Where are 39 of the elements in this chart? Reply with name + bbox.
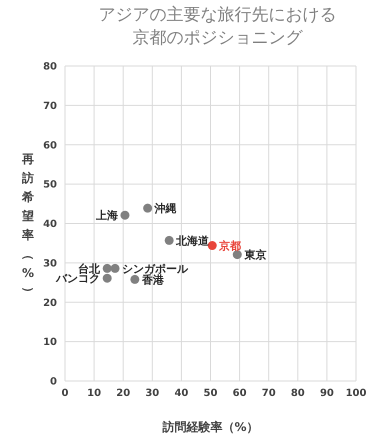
point: [110, 264, 120, 273]
x-tick-label: 50: [204, 388, 218, 400]
y-axis-title: 再訪希望率（%）: [20, 151, 36, 300]
annotation: 上海: [94, 209, 118, 222]
chart-title: アジアの主要な旅行先における京都のポジショニング: [98, 4, 338, 50]
annotation: シンガポール: [122, 262, 190, 276]
annotation: 香港: [140, 273, 165, 286]
annotation: 沖縄: [154, 202, 177, 216]
x-axis-title: 訪問経験率（%）: [161, 420, 259, 434]
x-tick-label: 20: [116, 388, 130, 400]
point: [120, 210, 130, 220]
y-tick-label: 10: [43, 337, 58, 348]
point: [164, 236, 174, 245]
x-tick-label: 70: [262, 388, 276, 400]
x-tick-label: 10: [87, 388, 102, 400]
point: [208, 241, 217, 250]
point: [102, 274, 112, 283]
x-tick-label: 0: [62, 388, 69, 400]
y-tick-label: 30: [43, 258, 58, 270]
point: [143, 204, 152, 213]
annotation: 北海道: [175, 234, 210, 248]
x-tick-label: 100: [346, 388, 366, 400]
annotation: 台北: [78, 262, 102, 276]
y-tick-label: 80: [43, 62, 58, 73]
x-tick-label: 90: [320, 388, 334, 400]
point: [102, 264, 112, 273]
annotation: 京都: [218, 239, 242, 252]
y-tick-label: 50: [43, 180, 58, 191]
x-tick-label: 60: [232, 388, 247, 400]
annotation: 東京: [243, 248, 266, 262]
y-tick-label: 0: [50, 376, 58, 388]
y-tick-label: 60: [43, 140, 58, 152]
point: [130, 274, 140, 284]
x-tick-label: 80: [290, 388, 305, 400]
y-tick-label: 70: [43, 100, 58, 112]
x-tick-label: 30: [145, 388, 160, 400]
y-tick-label: 40: [43, 219, 58, 230]
y-tick-label: 20: [43, 298, 58, 309]
x-tick-label: 40: [174, 388, 188, 400]
